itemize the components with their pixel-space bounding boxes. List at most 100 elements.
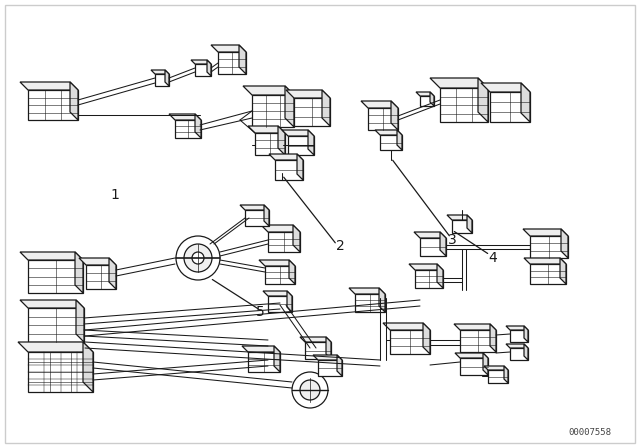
- Polygon shape: [490, 324, 496, 352]
- Polygon shape: [488, 370, 508, 383]
- Polygon shape: [75, 252, 83, 293]
- Polygon shape: [211, 45, 246, 52]
- Polygon shape: [454, 324, 496, 330]
- Polygon shape: [18, 342, 93, 352]
- Polygon shape: [420, 238, 446, 256]
- Polygon shape: [259, 260, 295, 266]
- Polygon shape: [83, 342, 93, 392]
- Polygon shape: [440, 88, 488, 122]
- Polygon shape: [151, 70, 169, 74]
- Polygon shape: [248, 126, 285, 133]
- Polygon shape: [269, 154, 303, 160]
- Polygon shape: [242, 346, 280, 352]
- Polygon shape: [305, 342, 331, 359]
- Polygon shape: [243, 86, 294, 95]
- Polygon shape: [415, 270, 443, 288]
- Polygon shape: [28, 90, 78, 120]
- Polygon shape: [375, 130, 402, 135]
- Polygon shape: [504, 366, 508, 383]
- Polygon shape: [288, 136, 314, 155]
- Polygon shape: [490, 92, 530, 122]
- Polygon shape: [274, 346, 280, 372]
- Circle shape: [300, 380, 320, 400]
- Polygon shape: [391, 101, 398, 130]
- Polygon shape: [561, 229, 568, 258]
- Polygon shape: [252, 95, 294, 127]
- Polygon shape: [322, 90, 330, 126]
- Polygon shape: [355, 294, 385, 312]
- Polygon shape: [218, 52, 246, 74]
- Circle shape: [176, 236, 220, 280]
- Polygon shape: [265, 266, 295, 284]
- Polygon shape: [263, 291, 292, 296]
- Polygon shape: [285, 86, 294, 127]
- Text: 1: 1: [111, 188, 120, 202]
- Polygon shape: [86, 265, 116, 289]
- Polygon shape: [245, 210, 269, 226]
- Polygon shape: [361, 101, 398, 108]
- Polygon shape: [70, 82, 78, 120]
- Circle shape: [192, 252, 204, 264]
- Polygon shape: [278, 126, 285, 155]
- Polygon shape: [300, 337, 331, 342]
- Polygon shape: [76, 300, 84, 342]
- Polygon shape: [165, 70, 169, 86]
- Polygon shape: [28, 260, 83, 293]
- Polygon shape: [28, 308, 84, 342]
- Polygon shape: [437, 264, 443, 288]
- Polygon shape: [264, 205, 269, 226]
- Polygon shape: [318, 360, 342, 376]
- Polygon shape: [191, 60, 211, 64]
- Polygon shape: [239, 45, 246, 74]
- Polygon shape: [289, 260, 295, 284]
- Polygon shape: [560, 258, 566, 284]
- Polygon shape: [510, 330, 528, 342]
- Polygon shape: [326, 337, 331, 359]
- Polygon shape: [416, 92, 434, 96]
- Polygon shape: [414, 232, 446, 238]
- Text: 2: 2: [335, 239, 344, 253]
- Polygon shape: [207, 60, 211, 76]
- Polygon shape: [524, 258, 566, 264]
- Polygon shape: [28, 352, 93, 392]
- Polygon shape: [268, 232, 300, 252]
- Polygon shape: [506, 326, 528, 330]
- Polygon shape: [460, 330, 496, 352]
- Circle shape: [292, 372, 328, 408]
- Polygon shape: [383, 323, 430, 330]
- Polygon shape: [521, 83, 530, 122]
- Polygon shape: [460, 358, 488, 375]
- Polygon shape: [440, 232, 446, 256]
- Polygon shape: [248, 352, 280, 372]
- Polygon shape: [20, 82, 78, 90]
- Polygon shape: [452, 220, 472, 233]
- Polygon shape: [294, 98, 330, 126]
- Polygon shape: [368, 108, 398, 130]
- Polygon shape: [397, 130, 402, 150]
- Polygon shape: [20, 252, 83, 260]
- Polygon shape: [524, 344, 528, 360]
- Text: 5: 5: [255, 305, 264, 319]
- Polygon shape: [79, 258, 116, 265]
- Polygon shape: [337, 355, 342, 376]
- Polygon shape: [282, 130, 314, 136]
- Polygon shape: [169, 114, 201, 120]
- Text: 4: 4: [488, 251, 497, 265]
- Polygon shape: [286, 90, 330, 98]
- Polygon shape: [420, 96, 434, 106]
- Polygon shape: [455, 353, 488, 358]
- Polygon shape: [530, 236, 568, 258]
- Polygon shape: [510, 348, 528, 360]
- Polygon shape: [293, 225, 300, 252]
- Polygon shape: [478, 78, 488, 122]
- Polygon shape: [275, 160, 303, 180]
- Polygon shape: [467, 215, 472, 233]
- Polygon shape: [349, 288, 385, 294]
- Text: 00007558: 00007558: [568, 427, 611, 436]
- Polygon shape: [390, 330, 430, 354]
- Polygon shape: [195, 114, 201, 138]
- Polygon shape: [155, 74, 169, 86]
- Polygon shape: [268, 296, 292, 312]
- Polygon shape: [483, 353, 488, 375]
- Polygon shape: [430, 78, 488, 88]
